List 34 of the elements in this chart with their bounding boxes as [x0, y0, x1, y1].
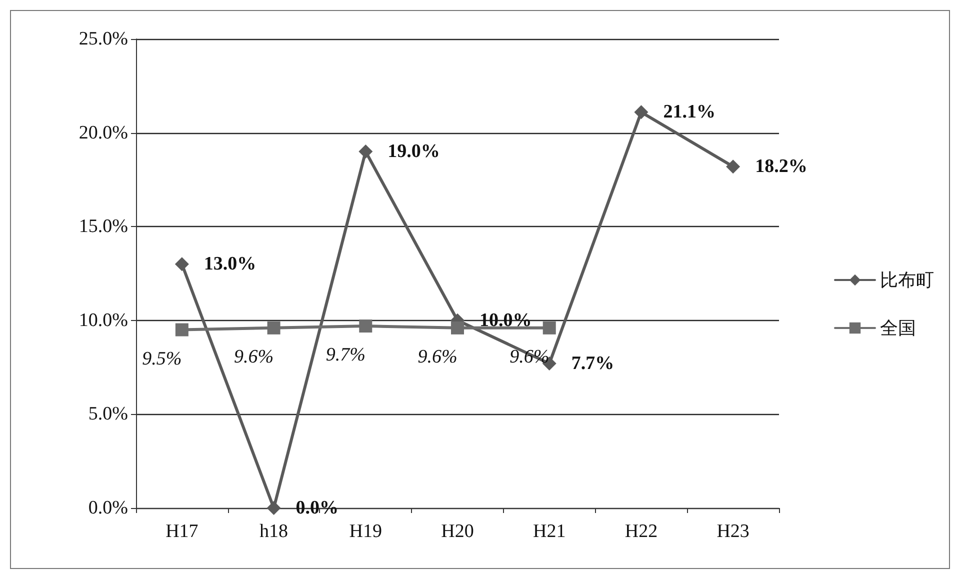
data-label: 7.7%	[571, 353, 614, 374]
x-tick-label: H20	[441, 521, 474, 542]
data-label: 19.0%	[388, 141, 440, 162]
data-label: 13.0%	[204, 254, 256, 275]
point	[266, 501, 281, 515]
x-tick-label: h18	[260, 521, 288, 542]
data-label: 18.2%	[755, 156, 808, 178]
y-tick-label: 0.0%	[88, 498, 128, 518]
x-tick-label: H22	[624, 521, 658, 542]
x-tick-label: H23	[716, 521, 750, 542]
y-tick-label: 20.0%	[78, 122, 128, 144]
data-label: 21.1%	[663, 102, 716, 123]
y-tick-label: 5.0%	[88, 404, 128, 425]
legend-label: 全国	[880, 318, 916, 338]
data-label: 9.6%	[234, 346, 274, 368]
point	[542, 321, 556, 334]
data-label: 9.7%	[326, 344, 366, 366]
x-tick-label: H21	[532, 521, 566, 542]
point	[174, 257, 189, 272]
point	[726, 160, 740, 174]
data-label: 9.5%	[142, 348, 182, 370]
x-tick-label: H19	[349, 521, 382, 542]
data-label: 9.6%	[418, 346, 458, 368]
y-tick-label: 15.0%	[78, 216, 128, 238]
x-tick-label: H17	[166, 521, 198, 542]
point	[175, 323, 188, 336]
legend-label: 比布町	[880, 270, 934, 290]
y-tick-label: 25.0%	[78, 28, 128, 50]
point	[267, 321, 280, 334]
point	[359, 320, 372, 333]
point	[451, 321, 464, 334]
y-tick-label: 10.0%	[78, 310, 128, 331]
point	[634, 105, 648, 120]
point	[358, 144, 373, 159]
